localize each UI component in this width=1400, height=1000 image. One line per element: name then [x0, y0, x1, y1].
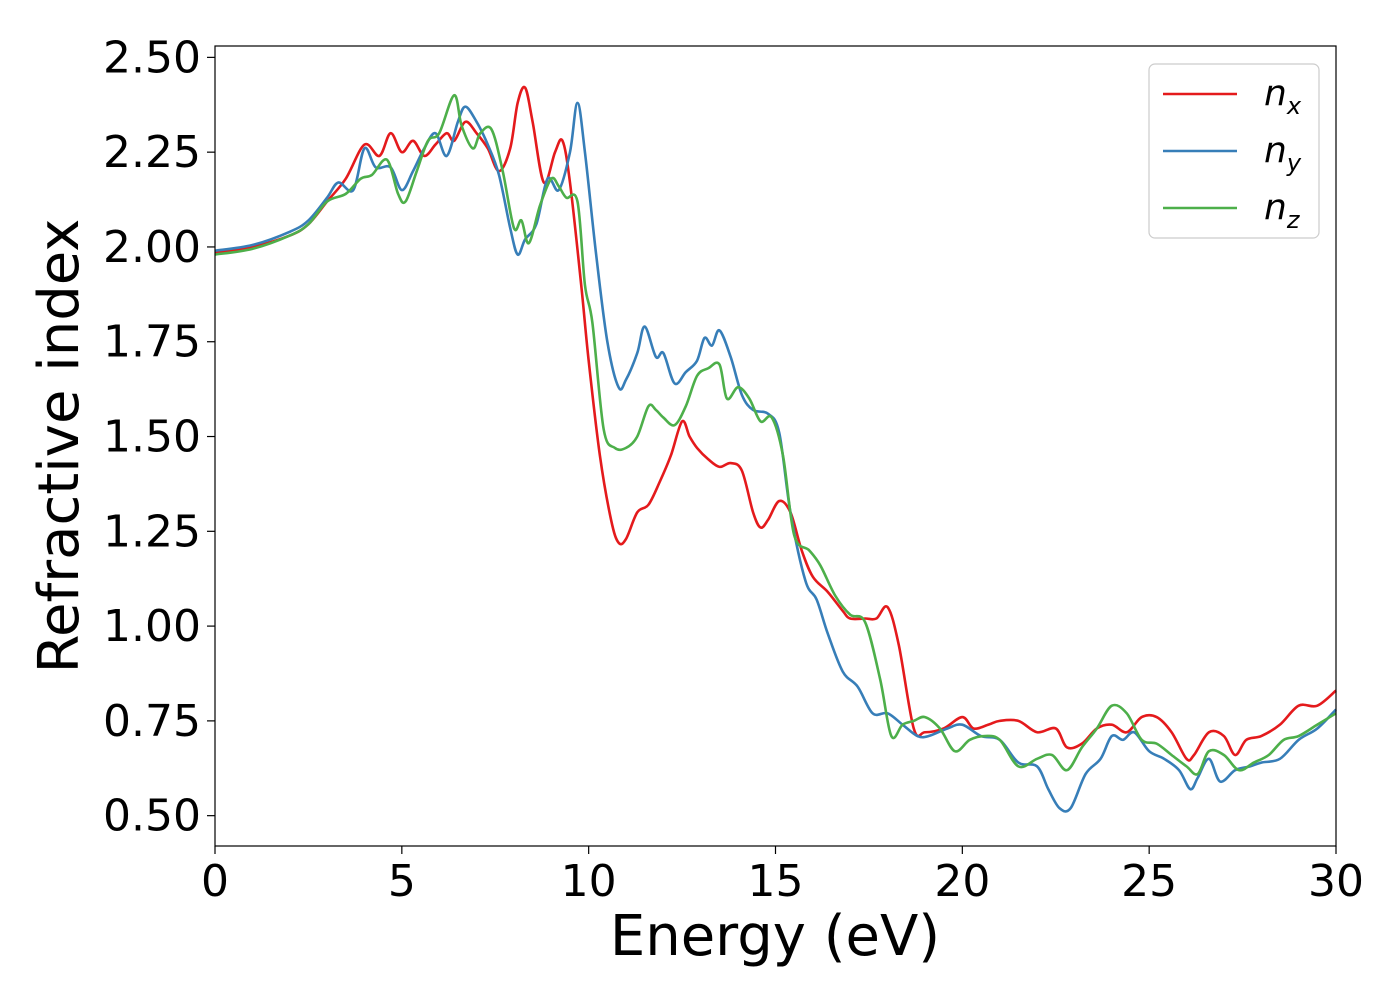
y-axis: 0.50 0.75 1.00 1.25 1.50 1.75 2.00 2.25 2.50	[103, 32, 215, 842]
x-tick-label: 25	[1121, 856, 1177, 907]
x-axis: 0 5 10 15 20 25 30	[201, 846, 1364, 907]
x-tick-label: 15	[748, 856, 804, 907]
legend: nx ny nz	[1148, 63, 1320, 239]
y-tick-label: 2.25	[103, 127, 201, 178]
x-tick-label: 20	[934, 856, 990, 907]
series-layer	[214, 85, 1337, 813]
x-tick-label: 10	[561, 856, 617, 907]
legend-label-x: nx	[1264, 73, 1302, 120]
x-tick-label: 0	[201, 856, 229, 907]
y-tick-label: 1.75	[103, 317, 201, 368]
y-tick-label: 1.50	[103, 412, 201, 463]
y-tick-label: 2.50	[103, 32, 201, 83]
x-axis-label: Energy (eV)	[610, 904, 940, 969]
legend-label-z: nz	[1264, 187, 1301, 234]
x-tick-label: 5	[388, 856, 416, 907]
y-tick-label: 0.50	[103, 791, 201, 842]
series-line-z	[214, 93, 1337, 776]
legend-label-y: ny	[1264, 130, 1302, 177]
series-line-y	[214, 101, 1337, 813]
y-tick-label: 1.00	[103, 601, 201, 652]
y-tick-label: 1.25	[103, 506, 201, 557]
series-line-x	[214, 85, 1337, 762]
y-tick-label: 0.75	[103, 696, 201, 747]
y-axis-label: Refractive index	[27, 219, 92, 674]
x-tick-label: 30	[1308, 856, 1364, 907]
y-tick-label: 2.00	[103, 222, 201, 273]
